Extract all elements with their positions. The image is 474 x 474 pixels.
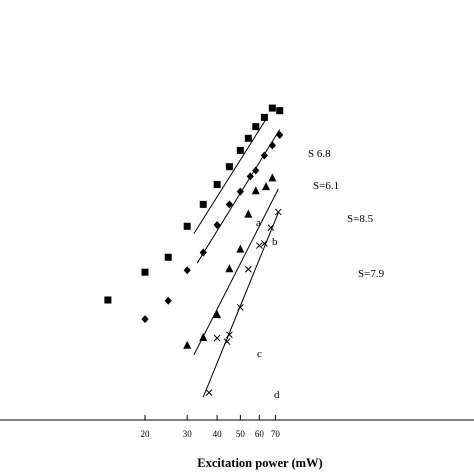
data-point-b xyxy=(276,130,284,139)
x-tick-label: 40 xyxy=(213,429,223,439)
data-point-c xyxy=(199,332,208,341)
data-point-b xyxy=(141,315,149,324)
fit-line-b xyxy=(196,129,281,264)
data-point-b xyxy=(260,151,268,160)
data-point-d xyxy=(223,338,231,345)
data-point-c xyxy=(244,209,253,218)
data-point-b xyxy=(236,187,244,196)
data-point-c xyxy=(251,186,260,195)
slope-label-d: S=7.9 xyxy=(358,268,385,280)
data-point-a xyxy=(183,222,191,230)
x-tick-label: 50 xyxy=(236,429,246,439)
data-point-b xyxy=(164,296,172,305)
data-point-a xyxy=(141,268,149,276)
data-point-a xyxy=(244,134,252,142)
data-point-d xyxy=(245,265,252,273)
data-point-a xyxy=(252,123,260,131)
data-point-d xyxy=(261,240,268,247)
data-point-a xyxy=(199,200,207,208)
data-point-b xyxy=(268,141,276,150)
slope-label-a: S 6.8 xyxy=(308,148,331,160)
data-point-d xyxy=(267,224,275,231)
data-point-a xyxy=(225,163,233,171)
curve-label-b: b xyxy=(272,236,278,248)
fit-line-d xyxy=(202,212,279,398)
data-point-a xyxy=(260,113,268,121)
data-markers xyxy=(104,104,284,397)
x-axis: 20 30 40 50 60 70 xyxy=(0,415,474,439)
data-point-b xyxy=(225,200,233,209)
curve-label-a: a xyxy=(256,217,261,229)
data-point-d xyxy=(213,334,221,342)
data-point-a xyxy=(164,253,172,261)
data-point-c xyxy=(268,173,277,182)
fit-lines xyxy=(193,118,281,398)
curve-label-d: d xyxy=(274,389,280,401)
fit-line-a xyxy=(193,118,267,234)
x-axis-title: Excitation power (mW) xyxy=(197,456,322,470)
slope-label-c: S=8.5 xyxy=(347,213,374,225)
x-tick-label: 20 xyxy=(141,429,151,439)
data-point-b xyxy=(199,248,207,257)
fit-line-c xyxy=(193,188,279,356)
data-point-c xyxy=(183,340,192,349)
x-tick-label: 60 xyxy=(255,429,265,439)
data-point-d xyxy=(226,331,233,339)
data-point-b xyxy=(213,220,221,229)
data-point-a xyxy=(236,146,244,154)
data-point-d xyxy=(205,389,213,397)
data-point-b xyxy=(246,172,254,181)
data-point-c xyxy=(213,310,222,319)
data-point-c xyxy=(262,182,271,191)
data-point-b xyxy=(252,166,260,175)
x-tick-label: 70 xyxy=(271,429,281,439)
data-point-b xyxy=(183,266,191,275)
data-point-c xyxy=(236,244,245,253)
x-ticks: 20 30 40 50 60 70 xyxy=(141,415,281,439)
data-point-d xyxy=(236,304,244,311)
data-point-a xyxy=(276,107,284,115)
data-point-d xyxy=(274,208,282,216)
annotations: a S 6.8 b S=6.1 c S=8.5 d S=7.9 xyxy=(256,148,385,401)
data-point-a xyxy=(268,104,276,112)
slope-label-b: S=6.1 xyxy=(313,180,339,192)
curve-label-c: c xyxy=(257,348,262,360)
data-point-a xyxy=(213,181,221,189)
data-point-c xyxy=(225,264,234,273)
data-point-d xyxy=(255,242,263,249)
data-point-a xyxy=(104,296,112,304)
x-tick-label: 30 xyxy=(183,429,193,439)
